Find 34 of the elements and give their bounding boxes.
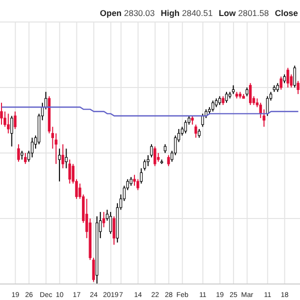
candlestick <box>184 120 187 134</box>
candlestick <box>225 91 228 104</box>
candlestick <box>17 144 20 162</box>
candlestick <box>24 152 27 164</box>
candlestick <box>68 159 72 184</box>
candlestick <box>266 96 269 116</box>
candlestick <box>14 111 16 130</box>
candlestick <box>167 154 170 167</box>
text: Close <box>274 8 298 18</box>
candlestick <box>136 178 140 191</box>
text: High 2840.51 <box>160 8 213 18</box>
candlestick <box>102 211 106 228</box>
candlestick <box>6 113 10 134</box>
candlestick <box>30 137 34 158</box>
candlestick <box>296 80 300 95</box>
candlestick <box>0 102 3 126</box>
candlestick <box>280 76 282 90</box>
candlestick <box>10 115 14 147</box>
candlestick <box>64 148 68 169</box>
candlestick <box>249 82 252 106</box>
candlestick <box>133 174 136 186</box>
candlestick <box>293 65 296 88</box>
candlestick <box>154 146 156 167</box>
candlestick <box>140 168 143 184</box>
candlestick <box>62 144 64 169</box>
candlestick <box>212 100 214 112</box>
text: Open 2830.03 <box>100 8 155 18</box>
candlestick <box>143 159 146 171</box>
candlestick <box>194 124 198 138</box>
candlestick <box>58 148 61 182</box>
candlestick <box>112 216 116 246</box>
candlestick <box>109 211 112 234</box>
candlestick <box>286 67 290 88</box>
text: Low 2801.58 <box>218 8 269 18</box>
